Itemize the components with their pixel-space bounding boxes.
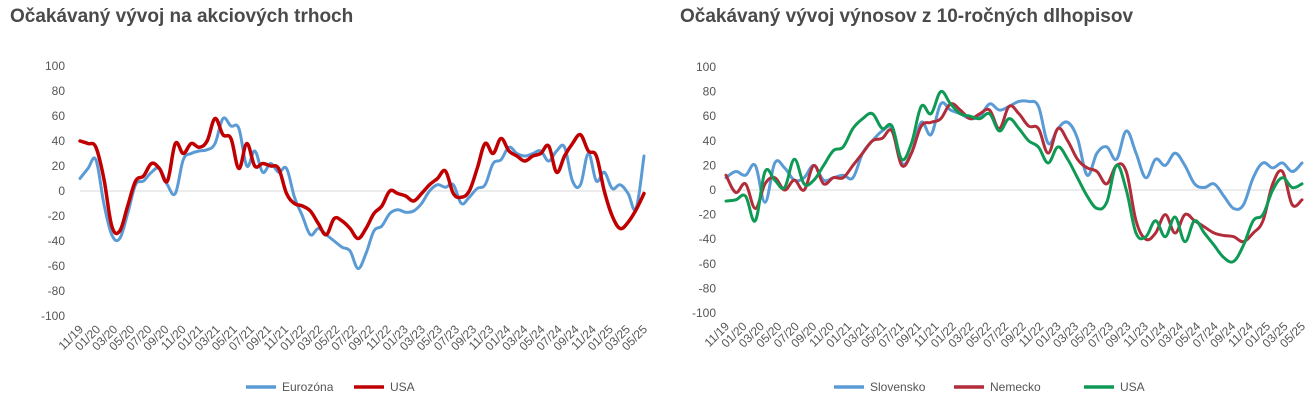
y-tick-label: 100 [696,60,716,74]
y-tick-label: -20 [48,209,66,223]
legend-label: USA [1120,380,1145,394]
equity-chart-title: Očakávaný vývoj na akciových trhoch [10,6,354,27]
bond-chart: -100-80-60-40-2002040608010011/1901/2003… [692,60,1308,394]
series-line-usa [724,89,1304,264]
y-tick-label: 20 [703,158,717,172]
y-tick-label: -80 [699,281,717,295]
bond-yields-chart-panel: Očakávaný vývoj výnosov z 10-ročných dlh… [656,0,1312,406]
y-tick-label: -40 [699,232,717,246]
series-line-usa [78,116,646,241]
y-tick-label: 40 [703,134,717,148]
y-tick-label: 0 [58,184,65,198]
y-tick-label: -20 [699,208,717,222]
legend-label: USA [390,380,415,394]
y-tick-label: 80 [703,85,717,99]
equity-chart: -100-80-60-40-2002040608010011/1901/2003… [41,59,650,394]
y-tick-label: 20 [52,159,66,173]
equity-markets-chart-panel: Očakávaný vývoj na akciových trhoch -100… [10,6,650,394]
y-tick-label: -60 [48,259,66,273]
legend-label: Eurozóna [282,380,334,394]
y-tick-label: -40 [48,234,66,248]
series-line-nemecko [724,102,1304,244]
y-tick-label: -100 [692,306,716,320]
legend-label: Slovensko [870,380,926,394]
y-tick-label: -60 [699,257,717,271]
y-tick-label: 60 [52,109,66,123]
y-tick-label: 100 [45,59,65,73]
y-tick-label: 40 [52,134,66,148]
series-line-eurozóna [78,116,646,270]
bond-chart-title: Očakávaný vývoj výnosov z 10-ročných dlh… [680,6,1134,27]
y-tick-label: 0 [709,183,716,197]
y-tick-label: 60 [703,109,717,123]
y-tick-label: -80 [48,284,66,298]
y-tick-label: -100 [41,309,65,323]
legend-label: Nemecko [990,380,1041,394]
series-line-slovensko [724,99,1304,211]
y-tick-label: 80 [52,84,66,98]
